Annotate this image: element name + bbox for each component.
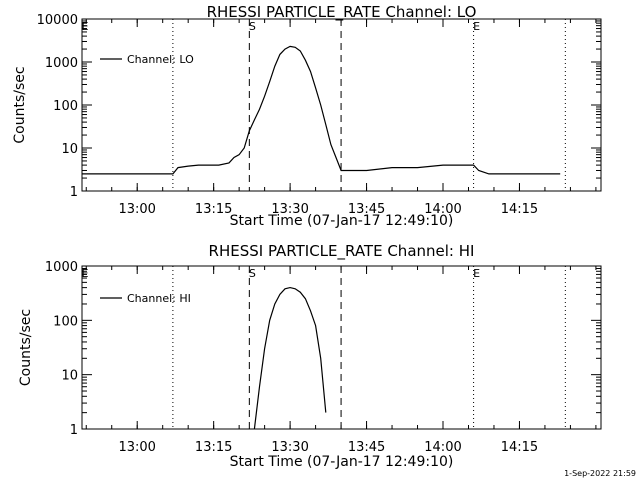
series-line [82, 45, 561, 175]
x-tick-label: 13:30 [271, 202, 308, 217]
marker-label: E [82, 20, 89, 33]
x-axis-label: Start Time (07-Jan-17 12:49:10) [230, 454, 454, 470]
series-line [253, 286, 327, 430]
chart-title: RHESSI PARTICLE_RATE Channel: LO [207, 3, 477, 22]
x-tick-label: 13:15 [195, 440, 232, 455]
chart-title: RHESSI PARTICLE_RATE Channel: HI [209, 242, 475, 261]
x-tick-label: 13:45 [348, 202, 385, 217]
x-tick-label: 13:45 [348, 440, 385, 455]
chart-panel-1: RHESSI PARTICLE_RATE Channel: LO 1 10 100 10… [12, 3, 602, 229]
footer-timestamp: 1-Sep-2022 21:59 [564, 469, 636, 478]
x-axis-label: Start Time (07-Jan-17 12:49:10) [230, 213, 454, 229]
x-tick-label: 13:00 [118, 440, 155, 455]
x-tick-label: 13:15 [195, 202, 232, 217]
legend: Channel: HI [100, 292, 191, 305]
marker-label: E [473, 20, 480, 33]
y-tick-label: 1 [70, 185, 78, 200]
y-tick-label: 10 [61, 369, 78, 384]
y-axis-label: Counts/sec [18, 309, 34, 386]
legend-label: Channel: HI [127, 292, 191, 305]
y-tick-label: 1 [70, 423, 78, 438]
y-axis-label: Counts/sec [12, 66, 28, 143]
marker-label: S [249, 267, 256, 280]
marker-label: E [473, 267, 480, 280]
x-tick-label: 13:30 [271, 440, 308, 455]
x-tick-label: 13:00 [118, 202, 155, 217]
y-tick-label: 10 [61, 142, 78, 157]
y-tick-label: 10000 [37, 13, 78, 28]
y-tick-label: 1000 [45, 56, 78, 71]
marker-label: E [82, 267, 89, 280]
y-tick-label: 100 [53, 314, 78, 329]
x-tick-label: 14:00 [424, 440, 461, 455]
y-tick-label: 100 [53, 99, 78, 114]
legend-label: Channel: LO [127, 53, 194, 66]
x-tick-label: 14:15 [501, 202, 538, 217]
x-tick-label: 14:15 [501, 440, 538, 455]
chart-panel-2: RHESSI PARTICLE_RATE Channel: HI 1 10 100 10… [18, 242, 602, 470]
x-tick-label: 14:00 [424, 202, 461, 217]
legend: Channel: LO [100, 53, 194, 66]
y-tick-label: 1000 [45, 260, 78, 275]
marker-label: S [249, 20, 256, 33]
